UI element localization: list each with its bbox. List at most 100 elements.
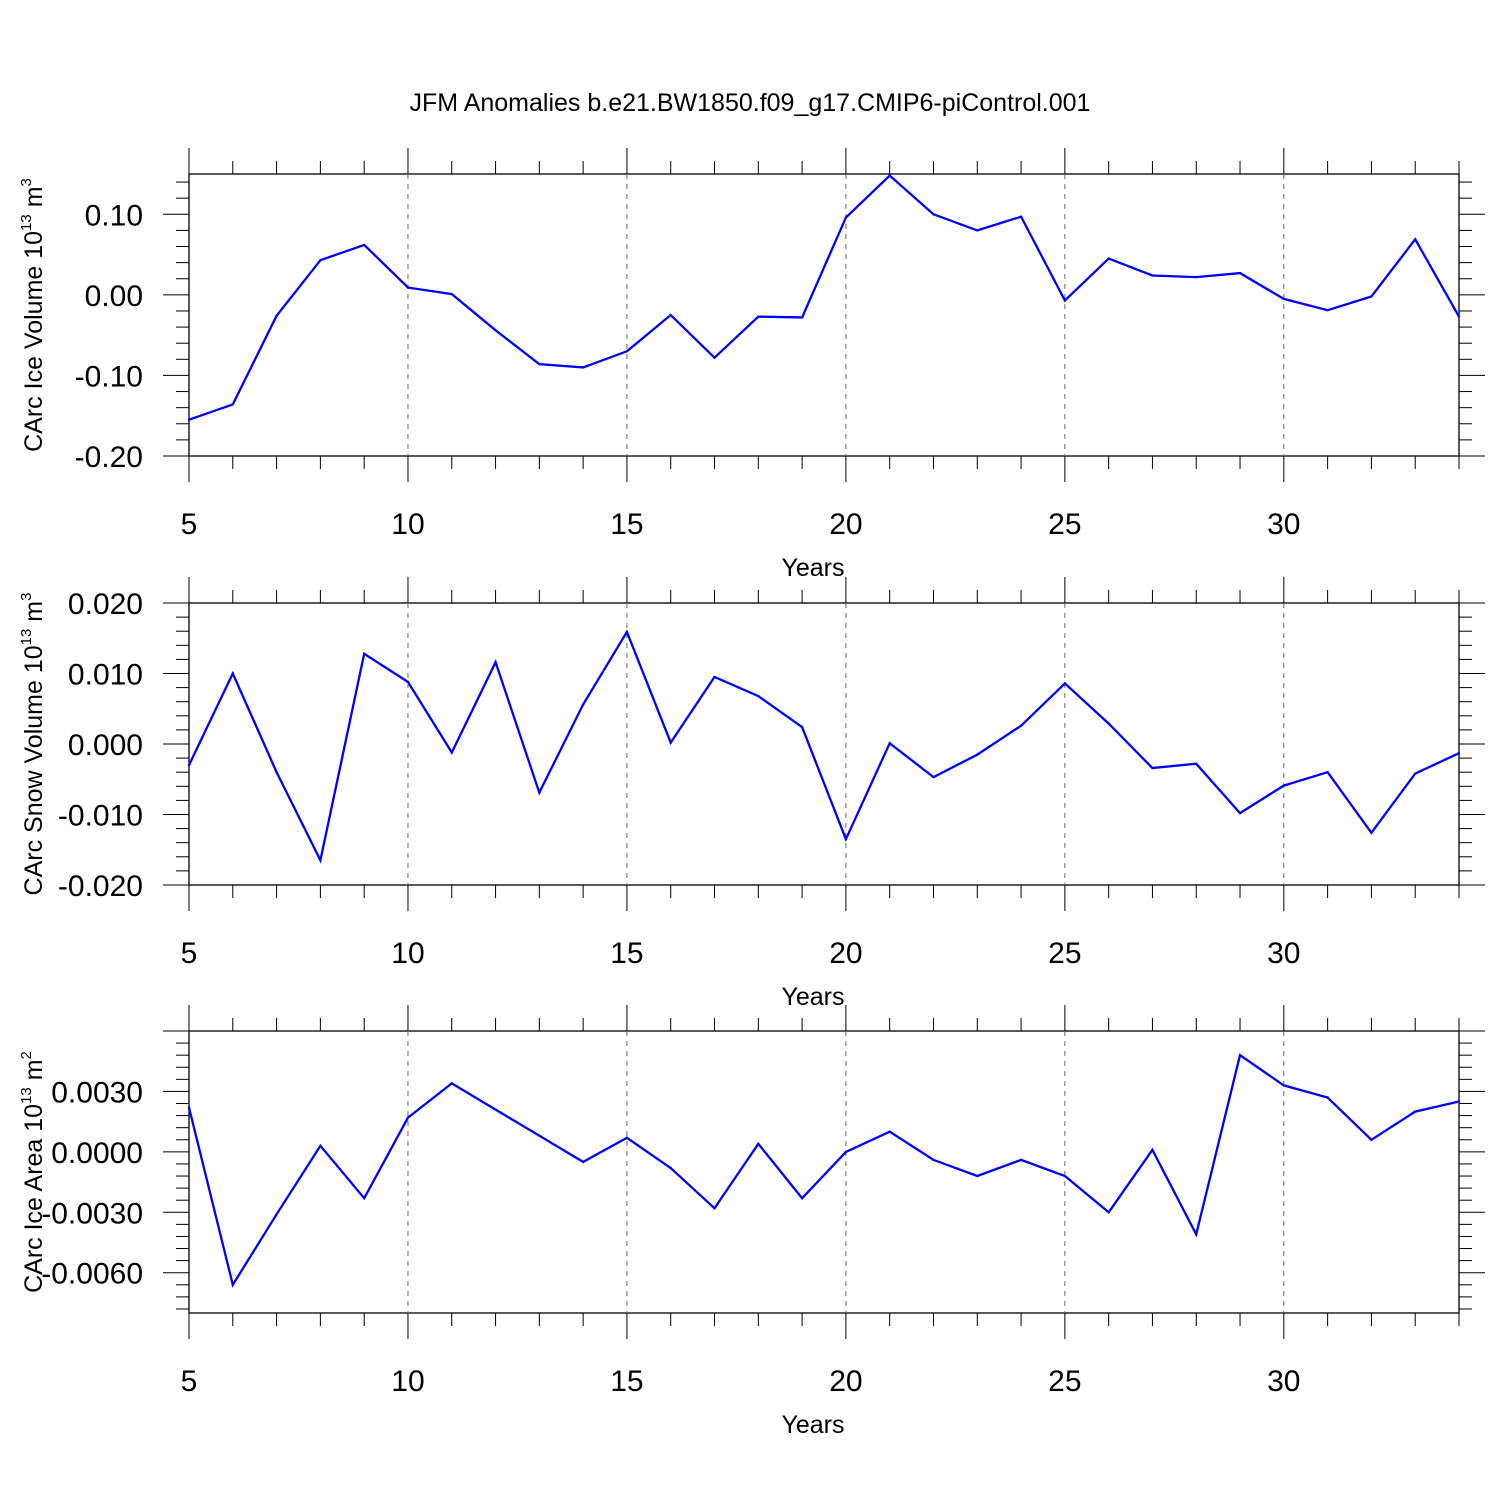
data-point [319, 259, 322, 262]
data-point [800, 1196, 804, 1200]
x-tick-label: 20 [829, 937, 862, 970]
data-point [1019, 1158, 1023, 1162]
panel-2: 5 10 15 20 25 30 0.020 0.010 0.000 -0.010 -0.020 Ye… [18, 577, 1485, 1011]
x-tick-label: 25 [1048, 1365, 1081, 1398]
data-point [1238, 271, 1242, 275]
data-point [669, 1166, 672, 1170]
data-point [581, 703, 585, 706]
x-axis-label: Years [781, 1411, 844, 1439]
x-tick-label: 20 [829, 508, 862, 541]
data-point [888, 1130, 891, 1133]
data-point [1414, 772, 1417, 775]
data-point [757, 1142, 760, 1146]
y-tick-label: 0.010 [68, 659, 143, 692]
data-point [494, 1108, 497, 1111]
series-line [187, 1053, 1460, 1288]
y-axis-label: CArc Ice Volume 1013 m3 [18, 178, 48, 452]
data-point [1151, 766, 1154, 770]
data-point [1151, 1148, 1154, 1152]
data-point [1457, 315, 1461, 318]
data-point [1457, 1100, 1461, 1103]
data-point [1107, 257, 1110, 260]
x-tick-label: 20 [829, 1365, 862, 1398]
x-tick-label: 30 [1267, 937, 1300, 970]
x-tick-label: 10 [391, 1365, 424, 1398]
data-point [1326, 308, 1329, 312]
data-point [932, 1158, 935, 1162]
data-point [1019, 215, 1023, 218]
x-tick-label: 15 [610, 508, 643, 541]
data-point [1238, 1053, 1242, 1057]
x-tick-label: 25 [1048, 508, 1081, 541]
data-point [1282, 784, 1286, 787]
data-point [1282, 297, 1286, 301]
data-point [844, 1150, 848, 1154]
data-point [713, 675, 716, 679]
data-point [669, 313, 672, 317]
chart-title: JFM Anomalies b.e21.BW1850.f09_g17.CMIP6… [410, 89, 1091, 117]
y-tick-label: 0.000 [68, 729, 143, 762]
data-point [275, 1213, 278, 1216]
data-point [713, 1207, 716, 1210]
data-point [1107, 722, 1110, 725]
series-line [188, 174, 1461, 421]
data-point [1063, 1174, 1067, 1178]
panel-1: 5 10 15 20 25 30 0.10 0.00 -0.10 -0.20 Years CArc I… [18, 148, 1485, 582]
data-point [976, 753, 979, 756]
data-point [713, 356, 716, 359]
data-point [800, 725, 804, 729]
x-axis-label: Years [781, 554, 844, 582]
x-axis-label: Years [781, 983, 844, 1011]
x-tick-label: 30 [1267, 1365, 1300, 1398]
x-tick-label: 30 [1267, 508, 1300, 541]
data-point [362, 243, 366, 247]
data-point [1195, 762, 1198, 765]
data-point [1195, 1233, 1198, 1236]
y-axis-label: CArc Ice Area 1013 m2 [18, 1051, 48, 1293]
y-tick-label: -0.0060 [41, 1258, 143, 1291]
data-point [362, 1196, 366, 1200]
data-point [1457, 751, 1461, 755]
x-tick-label: 15 [610, 937, 643, 970]
x-tick-label: 5 [181, 1365, 198, 1398]
data-point [844, 216, 848, 219]
y-tick-label: -0.0030 [41, 1197, 143, 1230]
y-axis-label: CArc Snow Volume 1013 m3 [18, 593, 48, 896]
data-point [800, 316, 804, 319]
x-tick-label: 25 [1048, 937, 1081, 970]
data-point [187, 763, 191, 767]
series-line [187, 629, 1460, 864]
data-point [1107, 1211, 1110, 1214]
data-point [275, 314, 278, 318]
data-point [888, 174, 891, 177]
data-point [406, 286, 410, 289]
data-point [538, 362, 541, 366]
data-point [1370, 831, 1373, 835]
data-point [1063, 299, 1067, 302]
data-point [450, 292, 453, 296]
y-tick-label: -0.10 [75, 360, 143, 393]
data-point [932, 775, 935, 779]
y-tick-label: -0.010 [58, 800, 143, 833]
x-tick-label: 10 [391, 937, 424, 970]
x-tick-label: 5 [181, 508, 198, 541]
data-point [319, 859, 322, 862]
data-point [231, 672, 234, 675]
data-point [494, 329, 497, 332]
data-point [976, 229, 979, 232]
data-point [406, 680, 410, 684]
data-point [625, 350, 629, 353]
data-point [976, 1174, 979, 1178]
data-point [538, 791, 541, 794]
data-point [581, 366, 585, 369]
panels: 5 10 15 20 25 30 0.10 0.00 -0.10 -0.20 Years CArc I… [18, 148, 1485, 1439]
data-point [1238, 811, 1242, 815]
data-point [888, 742, 891, 745]
data-point [757, 315, 760, 318]
data-point [1019, 724, 1023, 727]
x-tick-label: 5 [181, 937, 198, 970]
data-point [362, 652, 366, 655]
data-point [1151, 274, 1154, 277]
data-point [581, 1160, 585, 1164]
plot-frame [188, 602, 1460, 886]
